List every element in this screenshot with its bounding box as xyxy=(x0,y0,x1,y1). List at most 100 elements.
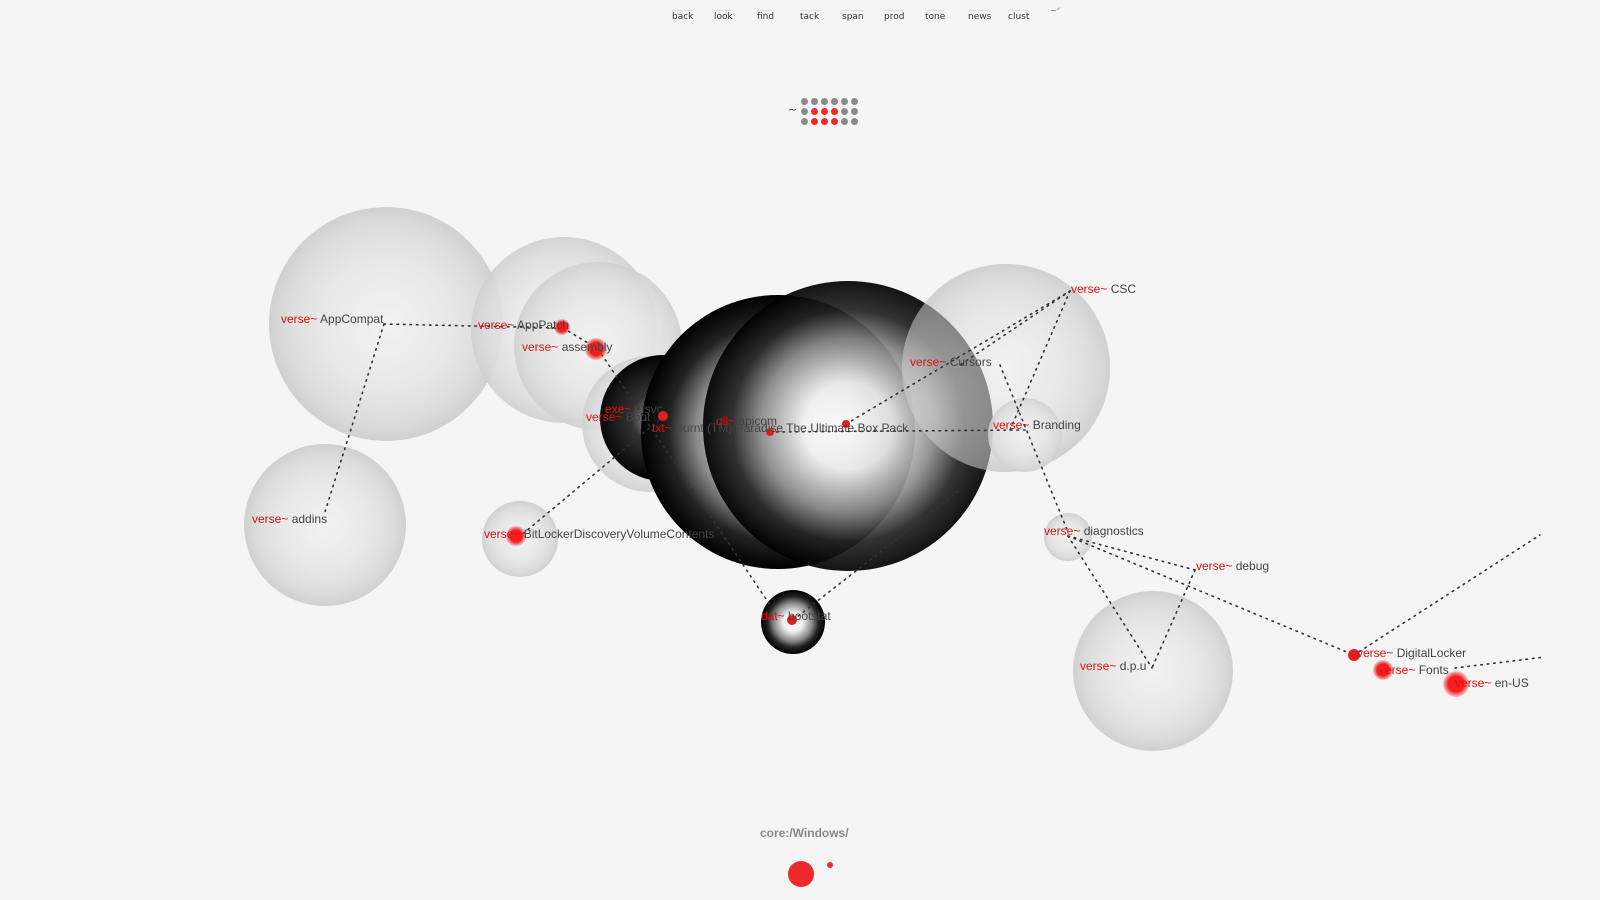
node-dot-enus[interactable] xyxy=(1443,671,1469,697)
node-dot-apicom[interactable] xyxy=(842,420,850,428)
node-label-debug[interactable]: verse~ debug xyxy=(1196,559,1269,573)
node-name: apicom xyxy=(738,414,778,428)
node-dot-digitallocker[interactable] xyxy=(1348,649,1360,661)
node-dot-bitlocker[interactable] xyxy=(506,526,526,546)
node-prefix: exe~ xyxy=(605,402,632,416)
node-label-apicom[interactable]: dll~ apicom xyxy=(716,414,777,428)
tab-news[interactable]: news xyxy=(968,10,992,22)
node-prefix: verse~ xyxy=(478,318,515,332)
node-label-bitlocker[interactable]: verse~ BitLockerDiscoveryVolumeContents xyxy=(484,527,714,541)
tab-back[interactable]: back xyxy=(672,10,694,22)
node-name: Branding xyxy=(1032,418,1081,432)
tab-span[interactable]: span xyxy=(842,10,864,22)
grid-dot[interactable] xyxy=(851,98,858,105)
node-prefix: verse~ xyxy=(993,418,1030,432)
node-label-bfsvc[interactable]: exe~ bfsvc xyxy=(605,402,663,416)
node-dot-assembly[interactable] xyxy=(585,338,607,360)
node-label-assembly[interactable]: verse~ assembly xyxy=(522,340,612,354)
node-label-apppatch[interactable]: verse~ AppPatch xyxy=(478,318,569,332)
node-prefix: verse~ xyxy=(586,410,623,424)
node-label-diagnostics[interactable]: verse~ diagnostics xyxy=(1044,524,1144,538)
grid-dot[interactable] xyxy=(851,108,858,115)
node-dot-fonts[interactable] xyxy=(1373,660,1393,680)
node-dot-apppatch[interactable] xyxy=(554,319,570,335)
node-prefix: verse~ xyxy=(281,312,318,326)
grid-dot[interactable] xyxy=(811,108,818,115)
node-label-burnt[interactable]: txt~ Burnt (TM) Paradise The Ultimate Bo… xyxy=(652,421,908,435)
zoom-dot-large[interactable] xyxy=(788,861,814,887)
link-lines xyxy=(323,290,1546,669)
node-name: debug xyxy=(1235,559,1270,573)
link-diagnostics-debug xyxy=(1067,535,1196,571)
node-prefix: verse~ xyxy=(910,355,947,369)
node-label-boot[interactable]: verse~ Boot xyxy=(586,410,650,424)
node-name: AppPatch xyxy=(517,318,570,332)
link-apicom-csc xyxy=(845,290,1071,425)
bubble-dpu[interactable] xyxy=(1073,591,1233,751)
tab-look[interactable]: look xyxy=(714,10,733,22)
node-label-branding[interactable]: verse~ Branding xyxy=(993,418,1081,432)
grid-dot[interactable] xyxy=(821,118,828,125)
link-diagnostics-digitallocker xyxy=(1067,535,1355,656)
node-label-digitallocker[interactable]: verse~ DigitalLocker xyxy=(1357,646,1466,660)
grid-dot[interactable] xyxy=(841,108,848,115)
node-prefix: verse~ xyxy=(484,527,521,541)
tab-tack[interactable]: tack xyxy=(800,10,820,22)
node-label-cursors[interactable]: verse~ Cursors xyxy=(910,355,992,369)
zoom-dot-small[interactable] xyxy=(827,862,833,868)
link-csc-cursors xyxy=(959,290,1071,366)
dot-grid-indicator[interactable] xyxy=(801,98,861,138)
node-label-fonts[interactable]: verse~ Fonts xyxy=(1379,663,1449,677)
bubble-branding[interactable] xyxy=(988,398,1062,472)
node-dot-bfsvc[interactable] xyxy=(658,411,668,421)
link-csc-branding xyxy=(1009,290,1071,431)
node-name: BitLockerDiscoveryVolumeContents xyxy=(523,527,715,541)
link-cursors-diagnostics xyxy=(999,364,1069,533)
node-label-bootstat[interactable]: dat~ bootstat xyxy=(761,609,831,623)
grid-dot[interactable] xyxy=(811,118,818,125)
grid-dot[interactable] xyxy=(851,118,858,125)
grid-dot[interactable] xyxy=(821,108,828,115)
node-label-dpu[interactable]: verse~ d.p.u xyxy=(1080,659,1146,673)
node-label-csc[interactable]: verse~ CSC xyxy=(1071,282,1136,296)
grid-dot[interactable] xyxy=(831,98,838,105)
top-toolbar: back look find tack span prod tone news … xyxy=(0,6,1600,26)
node-prefix: verse~ xyxy=(1196,559,1233,573)
link-bootstat-apicom xyxy=(792,489,961,621)
node-dot-bootstat[interactable] xyxy=(787,615,797,625)
tab-find[interactable]: find xyxy=(757,10,775,22)
node-name: diagnostics xyxy=(1083,524,1144,538)
tab-extra-glyph[interactable]: ~ᐟ xyxy=(1050,6,1061,15)
link-digitallocker-offscreen xyxy=(1353,534,1541,656)
node-prefix: verse~ xyxy=(252,512,289,526)
node-label-addins[interactable]: verse~ addins xyxy=(252,512,327,526)
grid-dot[interactable] xyxy=(801,118,808,125)
grid-dot[interactable] xyxy=(831,108,838,115)
link-boot-bitlocker xyxy=(518,415,665,538)
node-prefix: verse~ xyxy=(1080,659,1117,673)
node-name: assembly xyxy=(561,340,613,354)
grid-dot[interactable] xyxy=(831,118,838,125)
node-dot-burnt[interactable] xyxy=(766,428,774,436)
node-name: Burnt (TM) Paradise The Ultimate Box Pac… xyxy=(675,421,909,435)
node-prefix: verse~ xyxy=(1379,663,1416,677)
grid-dot[interactable] xyxy=(811,98,818,105)
node-label-appcompat[interactable]: verse~ AppCompat xyxy=(281,312,383,326)
grid-dot[interactable] xyxy=(801,108,808,115)
node-name: DigitalLocker xyxy=(1396,646,1467,660)
node-prefix: verse~ xyxy=(522,340,559,354)
tab-tone[interactable]: tone xyxy=(925,10,946,22)
node-name: Boot xyxy=(625,410,651,424)
node-label-enus[interactable]: verse~ en-US xyxy=(1455,676,1529,690)
grid-dot[interactable] xyxy=(821,98,828,105)
tab-prod[interactable]: prod xyxy=(884,10,905,22)
link-assembly-bootstat xyxy=(597,348,771,606)
bubble-addins[interactable] xyxy=(244,444,406,606)
grid-dot[interactable] xyxy=(841,98,848,105)
grid-dot[interactable] xyxy=(841,118,848,125)
tab-clust[interactable]: clust xyxy=(1008,10,1030,22)
node-prefix: verse~ xyxy=(1071,282,1108,296)
grid-dot[interactable] xyxy=(801,98,808,105)
